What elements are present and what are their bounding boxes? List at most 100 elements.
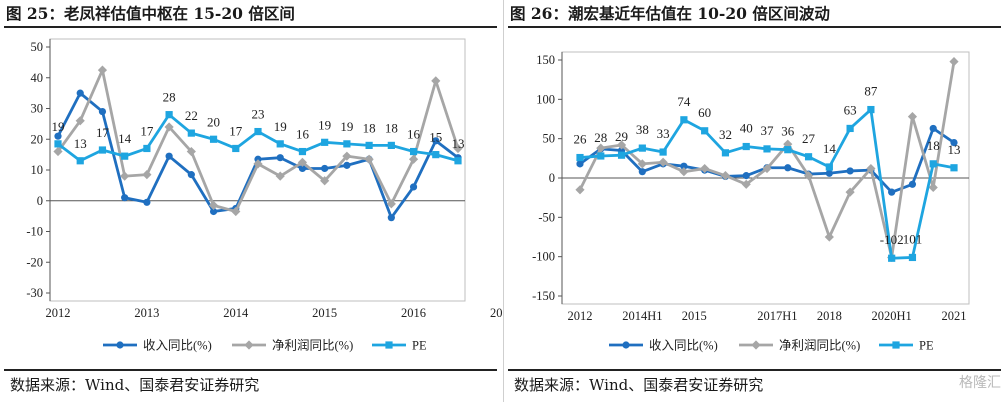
data-point	[276, 154, 284, 162]
data-point	[453, 143, 463, 154]
data-point	[386, 199, 396, 209]
data-label: 17	[229, 123, 243, 138]
data-point	[98, 146, 107, 154]
data-point	[297, 157, 308, 167]
legend-label: 净利润同比(%)	[272, 339, 353, 353]
data-point	[53, 146, 63, 157]
data-point	[701, 127, 709, 135]
y-tick-label: -100	[532, 250, 555, 264]
data-label: 74	[677, 94, 691, 109]
data-point	[803, 171, 814, 181]
legend-marker	[751, 340, 761, 350]
legend-marker	[622, 341, 630, 349]
data-label: 19	[274, 119, 287, 134]
data-label: 37	[761, 123, 775, 138]
data-label: 14	[118, 131, 132, 146]
legend-marker	[244, 340, 254, 350]
data-point	[209, 207, 218, 216]
legend-marker	[116, 341, 124, 349]
x-tick-label: 2020H1	[872, 309, 912, 323]
y-tick-label: 50	[543, 132, 556, 146]
data-point	[617, 151, 626, 159]
data-point	[298, 164, 307, 173]
chart-title: 图 25：老凤祥估值中枢在 15-20 倍区间	[6, 4, 295, 23]
data-label: 17	[140, 123, 154, 138]
data-point	[321, 138, 329, 146]
data-point	[907, 112, 918, 122]
data-point	[659, 148, 667, 156]
y-tick-label: -30	[26, 286, 43, 300]
data-point	[364, 154, 374, 164]
data-point	[321, 164, 329, 173]
source-text: 数据来源：Wind、国泰君安证券研究	[10, 376, 260, 394]
data-label: 60	[698, 105, 711, 120]
source-text: 数据来源：Wind、国泰君安证券研究	[514, 376, 764, 394]
data-label: 18	[927, 138, 940, 153]
data-point	[165, 152, 173, 160]
data-point	[409, 147, 418, 156]
data-point	[275, 171, 285, 181]
data-point	[121, 194, 129, 202]
data-label: 20	[207, 114, 220, 129]
data-point	[742, 172, 750, 180]
data-point	[165, 111, 173, 119]
data-point	[846, 124, 854, 133]
data-label: 17	[96, 125, 110, 140]
y-tick-label: 0	[37, 194, 43, 208]
data-label: 36	[781, 124, 795, 139]
data-point	[783, 139, 793, 149]
data-label: 18	[385, 120, 398, 135]
data-point	[804, 153, 813, 161]
data-point	[680, 116, 688, 124]
y-tick-label: 150	[536, 53, 555, 67]
data-point	[720, 171, 731, 181]
data-label: 13	[948, 142, 961, 157]
source-rule	[508, 369, 1001, 371]
panel-divider	[503, 0, 504, 402]
data-point	[343, 161, 351, 169]
data-point	[97, 65, 108, 75]
data-label: 22	[185, 108, 198, 123]
data-point	[784, 146, 792, 154]
data-point	[143, 198, 151, 206]
x-tick-label: 2014H1	[622, 309, 662, 323]
source-rule	[4, 369, 497, 371]
data-point	[866, 163, 876, 174]
data-point	[454, 157, 462, 165]
data-point	[120, 171, 130, 181]
data-point	[742, 142, 750, 151]
y-tick-label: -50	[538, 210, 555, 224]
data-label: 26	[574, 132, 588, 147]
y-tick-label: -150	[532, 289, 555, 303]
data-point	[950, 139, 958, 147]
data-point	[929, 160, 937, 168]
legend-marker	[892, 341, 900, 349]
data-point	[276, 140, 284, 148]
data-label: 13	[452, 136, 465, 151]
data-label: 87	[864, 84, 878, 99]
chart-title: 图 26：潮宏基近年估值在 10-20 倍区间波动	[510, 4, 830, 23]
data-label: 16	[296, 127, 310, 142]
data-label: 16	[407, 127, 421, 142]
data-point	[254, 155, 262, 163]
y-tick-label: -20	[26, 255, 43, 269]
data-point	[54, 140, 62, 148]
x-tick-label: 2012	[568, 309, 593, 323]
x-tick-label: 2016	[401, 306, 426, 320]
series-line	[579, 127, 955, 194]
data-label: 14	[823, 141, 837, 156]
data-point	[575, 185, 585, 195]
data-point	[928, 182, 938, 193]
data-label: 23	[252, 107, 265, 122]
title-rule	[508, 26, 1001, 28]
data-label: 19	[318, 117, 331, 132]
data-point	[232, 144, 240, 153]
data-point	[143, 144, 151, 153]
data-point	[867, 105, 875, 114]
legend-label: 净利润同比(%)	[779, 339, 860, 353]
data-point	[825, 169, 833, 177]
plot-frame	[49, 38, 466, 302]
data-point	[721, 149, 730, 157]
title-rule	[4, 26, 497, 28]
data-point	[679, 167, 689, 177]
